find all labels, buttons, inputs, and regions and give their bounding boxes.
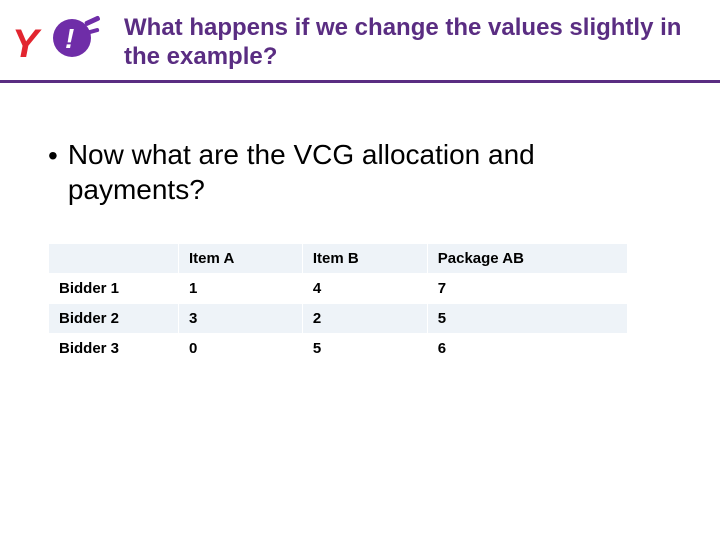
bullet-marker: • [48, 139, 58, 173]
table-row: Bidder 2 3 2 5 [49, 303, 628, 333]
yahoo-logo: Y ! [10, 15, 110, 71]
table-cell: 6 [427, 333, 627, 363]
table-header-cell: Package AB [427, 243, 627, 273]
table-cell: 7 [427, 273, 627, 303]
table-cell: 5 [302, 333, 427, 363]
table-header-cell [49, 243, 179, 273]
table-cell: Bidder 1 [49, 273, 179, 303]
logo-bang: ! [65, 23, 74, 54]
table-cell: Bidder 2 [49, 303, 179, 333]
table-cell: Bidder 3 [49, 333, 179, 363]
table-header-row: Item A Item B Package AB [49, 243, 628, 273]
logo-burst-1 [84, 15, 101, 26]
bullet-text: Now what are the VCG allocation and paym… [68, 137, 672, 207]
table-cell: 5 [427, 303, 627, 333]
slide-title: What happens if we change the values sli… [124, 14, 700, 72]
table-row: Bidder 1 1 4 7 [49, 273, 628, 303]
table-row: Bidder 3 0 5 6 [49, 333, 628, 363]
table-cell: 0 [179, 333, 303, 363]
logo-y-letter: Y [12, 22, 42, 66]
table-cell: 4 [302, 273, 427, 303]
table-header-cell: Item A [179, 243, 303, 273]
slide-body: • Now what are the VCG allocation and pa… [0, 83, 720, 364]
table-header-cell: Item B [302, 243, 427, 273]
bullet-item: • Now what are the VCG allocation and pa… [48, 137, 672, 207]
slide-header: Y ! What happens if we change the values… [0, 0, 720, 83]
table-cell: 1 [179, 273, 303, 303]
bidder-table: Item A Item B Package AB Bidder 1 1 4 7 … [48, 243, 628, 364]
table-cell: 2 [302, 303, 427, 333]
table-cell: 3 [179, 303, 303, 333]
